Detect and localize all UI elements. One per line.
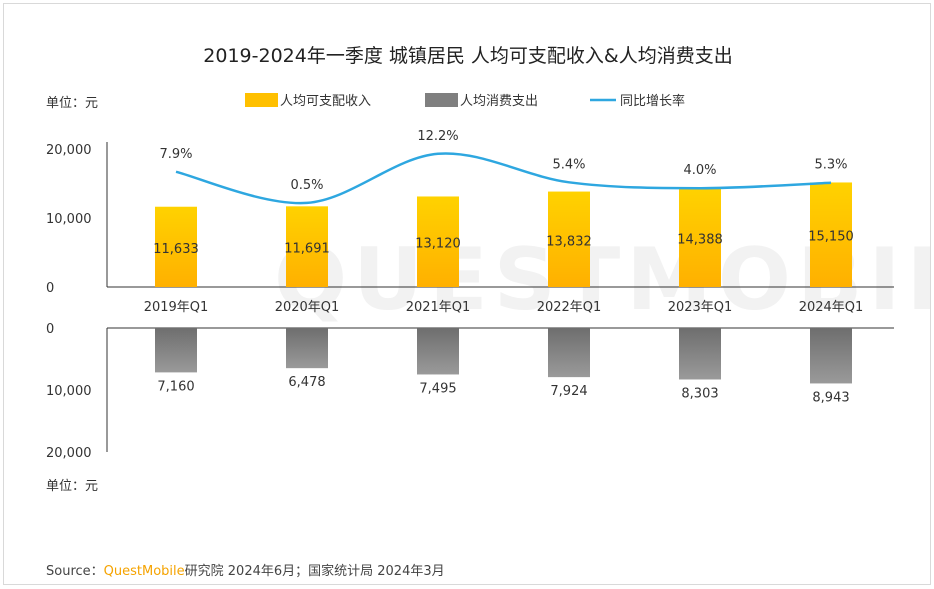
bar-expense-value-label: 7,160 bbox=[157, 379, 194, 394]
bar-income bbox=[286, 206, 328, 287]
bar-income bbox=[155, 206, 197, 287]
source-brand: QuestMobile bbox=[103, 564, 185, 579]
source-prefix: Source： bbox=[46, 564, 104, 579]
y-tick-label-bottom: 10,000 bbox=[46, 384, 92, 399]
y-tick-label-bottom: 20,000 bbox=[46, 446, 92, 461]
legend-label-growth: 同比增长率 bbox=[620, 93, 685, 109]
bar-expense bbox=[810, 328, 852, 384]
x-category-label: 2021年Q1 bbox=[406, 300, 471, 315]
chart-title: 2019-2024年一季度 城镇居民 人均可支配收入&人均消费支出 bbox=[203, 45, 732, 67]
growth-rate-line bbox=[175, 152, 832, 205]
bar-expense bbox=[548, 328, 590, 378]
legend-label-expense: 人均消费支出 bbox=[460, 94, 538, 109]
unit-label-bottom: 单位：元 bbox=[46, 479, 98, 494]
legend-swatch-expense bbox=[425, 93, 458, 107]
bar-income-value-label: 15,150 bbox=[808, 230, 854, 245]
growth-rate-label: 5.4% bbox=[552, 157, 585, 172]
unit-label-top: 单位：元 bbox=[46, 96, 98, 111]
chart-canvas: QUESTMOBILE 2019-2024年一季度 城镇居民 人均可支配收入&人… bbox=[46, 45, 930, 494]
bar-income-value-label: 14,388 bbox=[677, 232, 723, 247]
bar-expense-value-label: 8,303 bbox=[681, 386, 718, 401]
x-category-label: 2023年Q1 bbox=[668, 300, 733, 315]
y-tick-label-top: 0 bbox=[46, 281, 54, 296]
source-note: Source：QuestMobile研究院 2024年6月；国家统计局 2024… bbox=[46, 560, 445, 579]
x-category-label: 2022年Q1 bbox=[537, 300, 602, 315]
bar-expense-value-label: 8,943 bbox=[812, 390, 849, 405]
bar-income-value-label: 13,832 bbox=[546, 234, 592, 249]
bar-expense bbox=[679, 328, 721, 380]
x-category-label: 2024年Q1 bbox=[799, 300, 864, 315]
y-tick-label-top: 20,000 bbox=[46, 143, 92, 158]
bar-expense bbox=[286, 328, 328, 369]
growth-rate-label: 0.5% bbox=[290, 178, 323, 193]
bar-income bbox=[417, 196, 459, 287]
chart-frame: QUESTMOBILE 2019-2024年一季度 城镇居民 人均可支配收入&人… bbox=[3, 3, 931, 585]
bar-income-value-label: 11,633 bbox=[153, 242, 199, 257]
x-category-label: 2020年Q1 bbox=[275, 300, 340, 315]
bar-income bbox=[810, 182, 852, 287]
legend-label-income: 人均可支配收入 bbox=[280, 94, 371, 109]
bar-expense-value-label: 7,924 bbox=[550, 384, 587, 399]
bar-expense-value-label: 7,495 bbox=[419, 381, 456, 396]
x-category-label: 2019年Q1 bbox=[144, 300, 209, 315]
legend-swatch-income bbox=[245, 93, 278, 107]
y-tick-label-top: 10,000 bbox=[46, 212, 92, 227]
growth-rate-label: 5.3% bbox=[814, 158, 847, 173]
bar-expense-value-label: 6,478 bbox=[288, 375, 325, 390]
bar-expense bbox=[417, 328, 459, 375]
source-rest: 研究院 2024年6月；国家统计局 2024年3月 bbox=[184, 564, 445, 579]
growth-rate-label: 4.0% bbox=[683, 163, 716, 178]
bar-income bbox=[679, 187, 721, 287]
y-tick-label-bottom: 0 bbox=[46, 322, 54, 337]
growth-rate-label: 12.2% bbox=[417, 129, 458, 144]
bar-income-value-label: 13,120 bbox=[415, 237, 461, 252]
bar-income bbox=[548, 191, 590, 287]
growth-rate-label: 7.9% bbox=[159, 147, 192, 162]
bar-income-value-label: 11,691 bbox=[284, 242, 330, 257]
bar-expense bbox=[155, 328, 197, 373]
